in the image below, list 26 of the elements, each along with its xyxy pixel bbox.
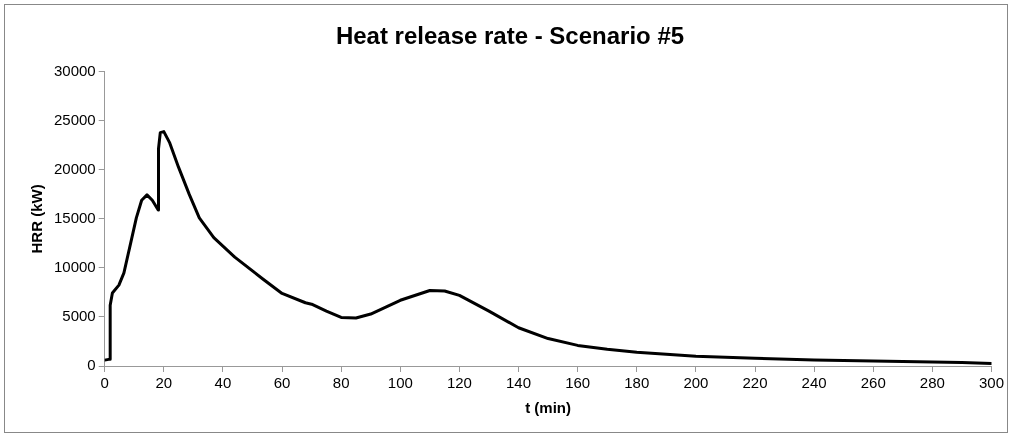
x-tick-label: 300 [978, 374, 1004, 392]
x-tick-label: 120 [446, 374, 472, 392]
y-axis-title: HRR (kW) [28, 184, 46, 254]
x-tick-label: 40 [214, 374, 232, 392]
x-tick-label: 280 [919, 374, 945, 392]
y-tick-label: 15000 [53, 209, 96, 227]
y-tick-label: 20000 [53, 160, 96, 178]
x-tick-label: 220 [742, 374, 768, 392]
x-axis-title: t (min) [525, 399, 572, 417]
x-tick-label: 180 [624, 374, 650, 392]
x-tick-label: 160 [565, 374, 591, 392]
x-tick-label: 240 [801, 374, 827, 392]
y-tick-label: 5000 [62, 307, 96, 325]
x-tick-label: 260 [860, 374, 886, 392]
x-tick-label: 140 [506, 374, 532, 392]
x-tick-label: 80 [332, 374, 350, 392]
chart-title: Heat release rate - Scenario #5 [335, 22, 685, 50]
x-tick-label: 100 [387, 374, 413, 392]
y-tick-label: 25000 [53, 110, 96, 128]
x-tick-label: 20 [155, 374, 173, 392]
x-tick-label: 60 [273, 374, 291, 392]
x-tick-label: 0 [100, 374, 109, 392]
y-tick-label: 10000 [53, 258, 96, 276]
y-tick-label: 30000 [53, 61, 96, 79]
y-tick-label: 0 [87, 356, 96, 374]
x-tick-label: 200 [683, 374, 709, 392]
